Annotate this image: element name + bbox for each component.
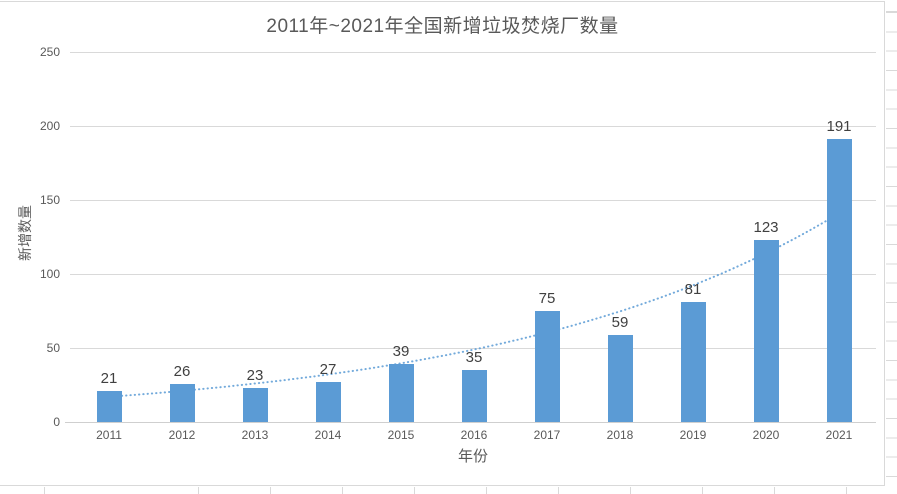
bar-data-label: 191 — [826, 118, 852, 136]
bar[interactable] — [96, 390, 122, 422]
y-gridline — [70, 200, 876, 201]
sheet-column-line — [486, 487, 487, 494]
bar[interactable] — [461, 370, 487, 422]
bar-data-label: 26 — [173, 362, 191, 380]
bar[interactable] — [169, 383, 195, 422]
x-tick-label: 2013 — [241, 428, 269, 442]
sheet-column-line — [414, 487, 415, 494]
x-axis-line — [65, 422, 876, 423]
sheet-column-line — [846, 487, 847, 494]
sheet-column-line — [630, 487, 631, 494]
bar-data-label: 35 — [465, 349, 483, 367]
chart-title: 2011年~2021年全国新增垃圾焚烧厂数量 — [266, 16, 619, 37]
trendline — [108, 212, 840, 398]
bar[interactable] — [680, 302, 706, 422]
y-gridline — [70, 52, 876, 53]
x-tick-label: 2012 — [168, 428, 196, 442]
y-gridline — [70, 126, 876, 127]
bar-data-label: 23 — [246, 366, 264, 384]
y-gridline — [70, 274, 876, 275]
chart-area[interactable]: 2011年~2021年全国新增垃圾焚烧厂数量 新增数量 年份 0 50 100 150… — [0, 1, 885, 486]
x-tick-label: 2017 — [533, 428, 561, 442]
sheet-column-line — [342, 487, 343, 494]
x-tick-label: 2011 — [96, 428, 122, 442]
bar[interactable] — [607, 334, 633, 422]
bar-data-label: 39 — [392, 343, 410, 361]
x-tick-label: 2021 — [825, 428, 853, 442]
sheet-column-line — [558, 487, 559, 494]
y-tick-label: 150 — [39, 193, 60, 207]
y-tick-label: 200 — [39, 119, 60, 133]
bar-data-label: 75 — [538, 290, 556, 307]
x-tick-label: 2014 — [314, 428, 342, 442]
bar-data-label: 123 — [753, 218, 779, 236]
y-tick-label: 250 — [39, 45, 60, 59]
x-tick-label: 2015 — [387, 428, 415, 442]
sheet-column-line — [774, 487, 775, 494]
y-tick-label: 0 — [53, 415, 60, 429]
bar-data-label: 59 — [611, 313, 629, 331]
bar-data-label: 27 — [319, 361, 337, 379]
x-tick-label: 2020 — [752, 428, 780, 442]
sheet-bottom-strip[interactable] — [0, 487, 897, 494]
bar[interactable] — [753, 239, 779, 422]
y-gridline — [70, 348, 876, 349]
bar[interactable] — [242, 387, 268, 422]
x-tick-label: 2018 — [606, 428, 634, 442]
x-tick-label: 2016 — [460, 428, 488, 442]
sheet-column-line — [270, 487, 271, 494]
sheet-right-strip[interactable] — [886, 2, 897, 486]
bar-data-label: 21 — [100, 369, 118, 387]
sheet-column-line — [198, 487, 199, 494]
sheet-column-line — [44, 487, 45, 494]
y-tick-label: 50 — [46, 341, 60, 355]
bar-data-label: 81 — [684, 281, 702, 299]
bar[interactable] — [534, 311, 560, 422]
y-tick-label: 100 — [39, 267, 60, 281]
bar[interactable] — [315, 382, 341, 422]
x-axis-title: 年份 — [457, 448, 488, 465]
x-tick-label: 2019 — [679, 428, 707, 442]
sheet-column-line — [702, 487, 703, 494]
bar[interactable] — [826, 139, 852, 422]
bar[interactable] — [388, 364, 414, 422]
